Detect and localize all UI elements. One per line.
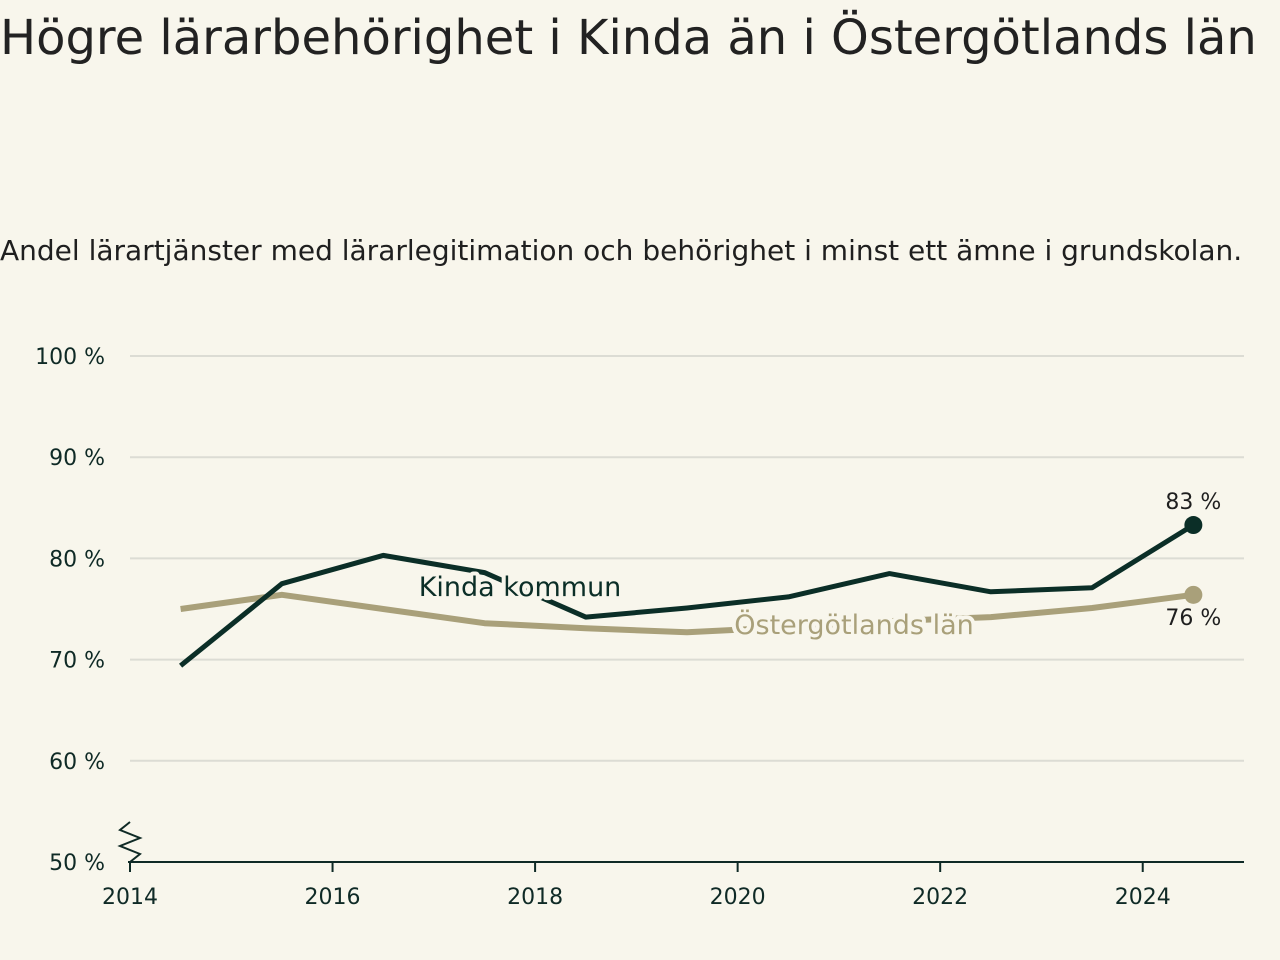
chart-title: Högre lärarbehörighet i Kinda än i Öster… (0, 10, 1257, 66)
y-tick-label-90: 90 % (49, 446, 105, 471)
x-tick-label-2024: 2024 (1115, 885, 1171, 910)
series-line-kinda (179, 522, 1195, 668)
y-axis-break (117, 821, 143, 863)
series-label-ostergotland: Östergötlands län (734, 609, 974, 641)
series-label-kinda: Kinda kommun (419, 572, 622, 603)
y-tick-label-100: 100 % (35, 345, 105, 370)
series-lines (179, 516, 1203, 668)
y-tick-label-60: 60 % (49, 750, 105, 775)
chart-subtitle: Andel lärartjänster med lärarlegitimatio… (0, 234, 1243, 267)
x-tick-label-2014: 2014 (102, 885, 158, 910)
end-point-kinda (1184, 516, 1203, 535)
y-tick-label-70: 70 % (49, 649, 105, 674)
end-value-label-ostergotland: 76 % (1165, 606, 1221, 631)
x-tick-label-2020: 2020 (710, 885, 766, 910)
series-line-ostergotland (180, 591, 1194, 636)
axes (117, 821, 1244, 872)
x-tick-label-2018: 2018 (507, 885, 563, 910)
x-tick-label-2016: 2016 (305, 885, 361, 910)
y-tick-label-50: 50 % (49, 851, 105, 876)
gridlines (130, 355, 1244, 762)
x-tick-label-2022: 2022 (912, 885, 968, 910)
end-point-ostergotland (1184, 585, 1203, 604)
labels: 50 % 60 % 70 % 80 % 90 % 100 % 2014 2016 2018 202… (35, 345, 1221, 910)
y-tick-label-80: 80 % (49, 547, 105, 572)
end-value-label-kinda: 83 % (1165, 490, 1221, 515)
